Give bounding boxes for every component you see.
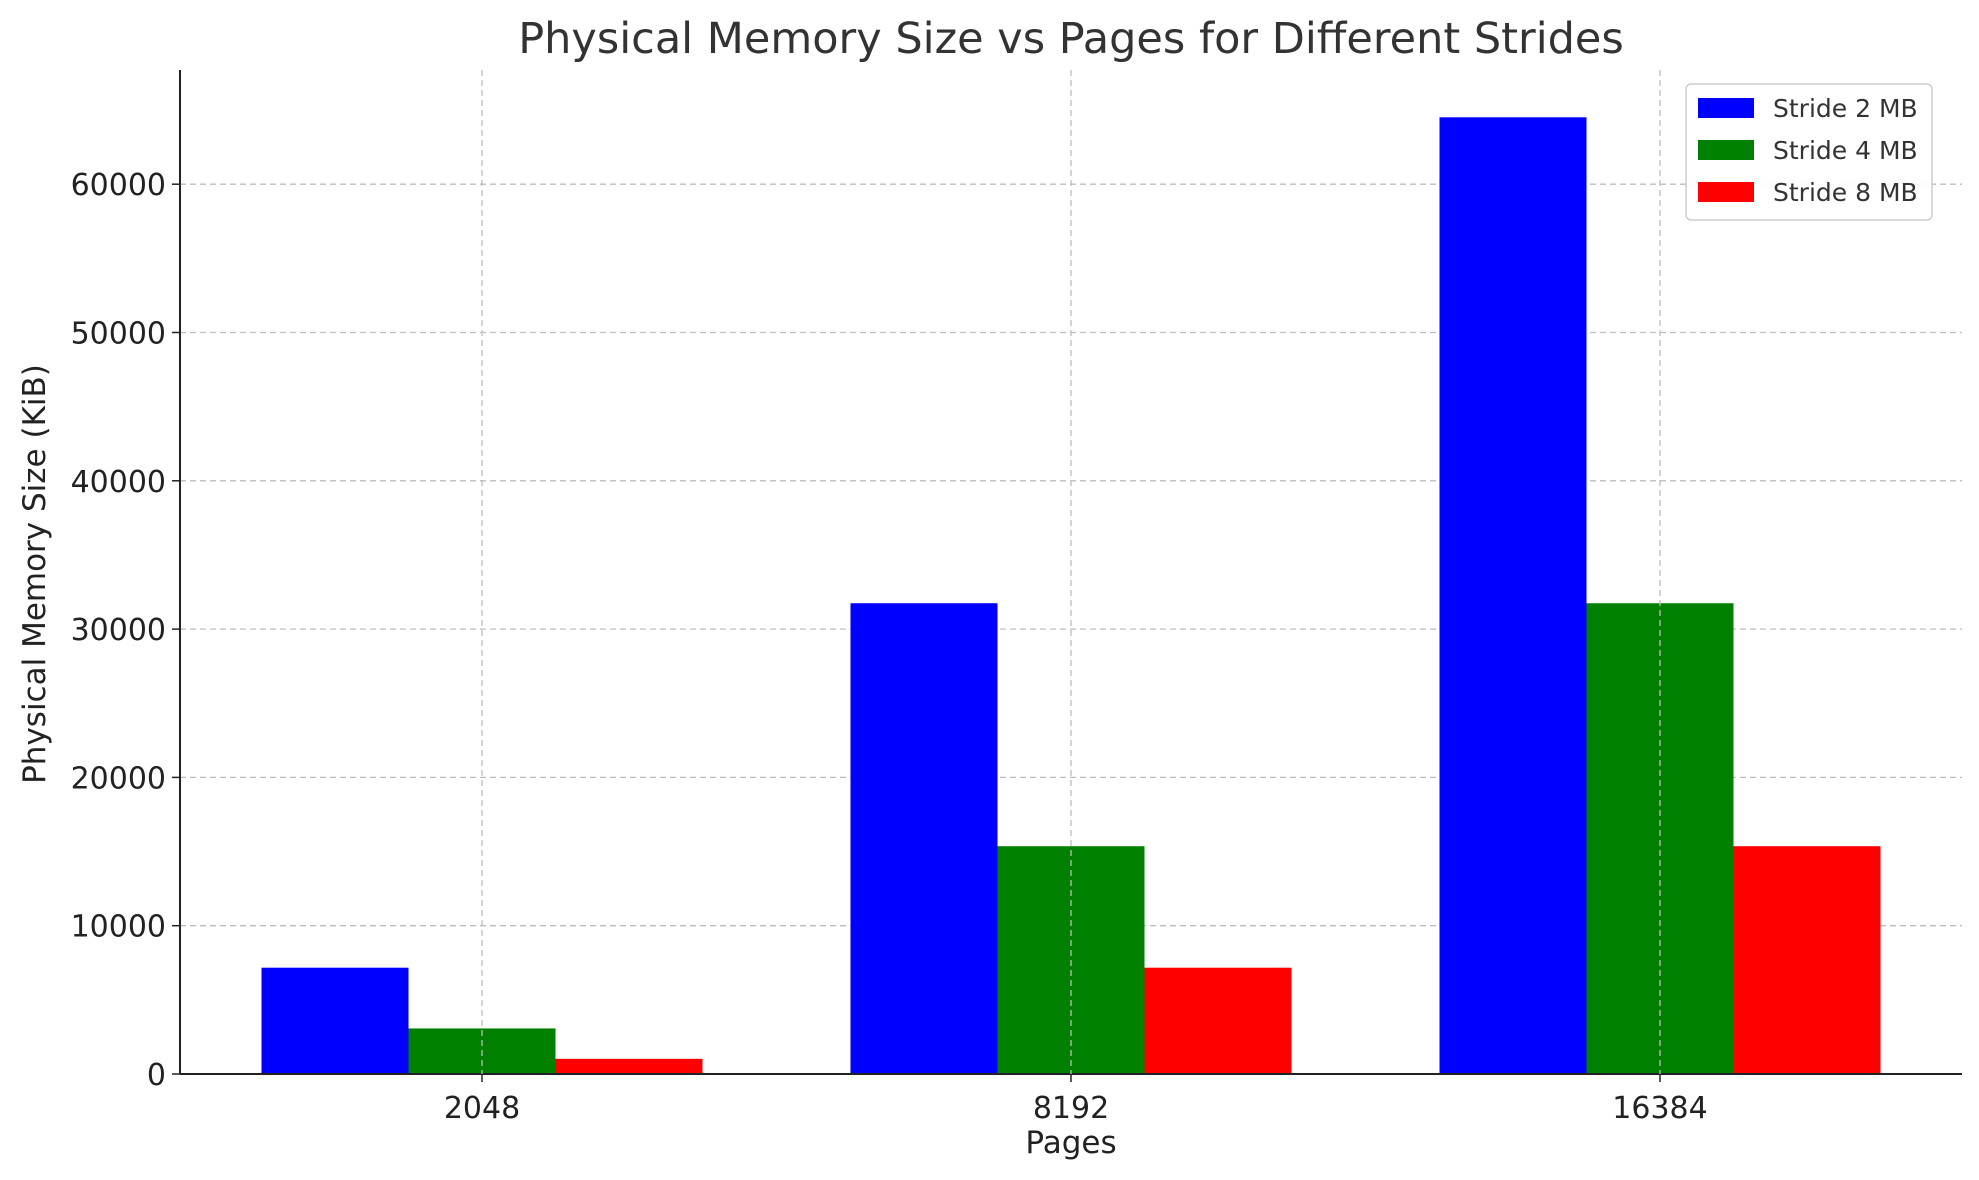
bar-stride-8-mb-2048 — [555, 1058, 703, 1074]
y-tick-label: 0 — [147, 1058, 166, 1093]
legend-swatch-stride-4-mb — [1698, 140, 1754, 160]
y-tick-label: 20000 — [71, 761, 166, 796]
bar-stride-8-mb-16384 — [1733, 846, 1881, 1074]
x-tick-label: 16384 — [1612, 1091, 1707, 1126]
y-tick-label: 30000 — [71, 613, 166, 648]
legend-label: Stride 4 MB — [1773, 136, 1918, 165]
chart-title: Physical Memory Size vs Pages for Differ… — [518, 14, 1624, 64]
bar-stride-2-mb-16384 — [1439, 117, 1587, 1075]
legend-label: Stride 8 MB — [1773, 178, 1918, 207]
bar-stride-2-mb-2048 — [261, 967, 409, 1074]
y-tick-label: 40000 — [71, 465, 166, 500]
y-tick-label: 60000 — [71, 168, 166, 203]
legend-label: Stride 2 MB — [1773, 94, 1918, 123]
tick-labels: 0 10000 20000 30000 40000 50000 60000 2048 8192 1… — [71, 168, 1708, 1126]
y-tick-label: 50000 — [71, 316, 166, 351]
legend-swatch-stride-8-mb — [1698, 182, 1754, 202]
x-tick-label: 8192 — [1033, 1091, 1109, 1126]
x-tick-label: 2048 — [444, 1091, 520, 1126]
legend: Stride 2 MB Stride 4 MB Stride 8 MB — [1685, 83, 1933, 221]
y-axis-label: Physical Memory Size (KiB) — [17, 364, 53, 784]
bar-stride-2-mb-8192 — [850, 603, 998, 1074]
x-axis-label: Pages — [1025, 1125, 1116, 1161]
bar-stride-8-mb-8192 — [1144, 967, 1292, 1074]
legend-swatch-stride-2-mb — [1698, 98, 1754, 118]
y-tick-label: 10000 — [71, 910, 166, 945]
